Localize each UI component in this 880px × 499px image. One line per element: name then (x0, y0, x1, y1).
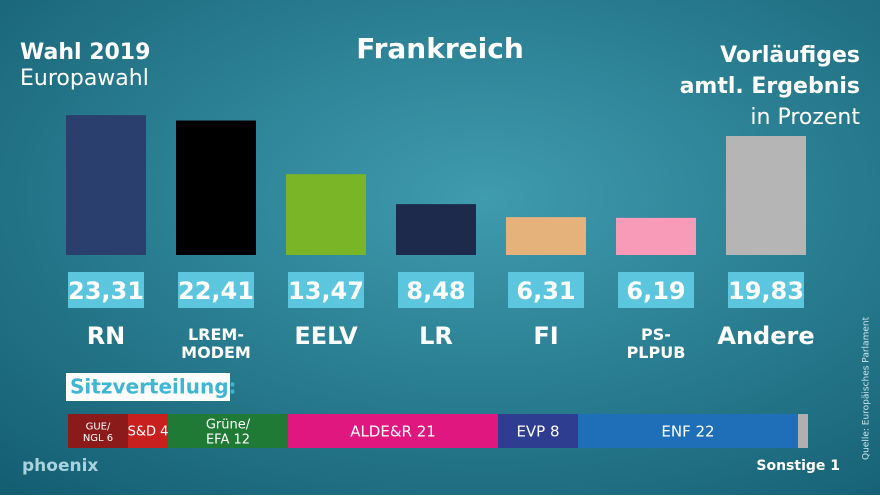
subtitle: Europawahl (20, 66, 149, 91)
seat-label: GUE/NGL 6 (83, 421, 113, 444)
value-label: 6,19 (626, 277, 685, 305)
category-label: Andere (717, 322, 814, 350)
bar (506, 217, 586, 255)
seat-label: ALDE&R 21 (350, 423, 436, 441)
seat-label: ENF 22 (661, 423, 714, 441)
seat-title-box (66, 373, 230, 401)
status: Vorläufiges (720, 43, 860, 68)
seat-segment (798, 414, 808, 448)
value-box (398, 272, 474, 308)
value-box (68, 272, 144, 308)
seat-label: EVP 8 (516, 423, 559, 441)
value-label: 13,47 (288, 277, 364, 305)
category-label: LREM-MODEM (181, 324, 251, 361)
source: Quelle: Europäisches Parlament (862, 316, 872, 460)
value-box (178, 272, 254, 308)
bar (286, 174, 366, 255)
seat-segment (498, 414, 578, 448)
value-label: 6,31 (516, 277, 575, 305)
seat-segment (288, 414, 498, 448)
category-label: LR (419, 322, 453, 350)
seat-segment (578, 414, 798, 448)
status: amtl. Ergebnis (680, 74, 860, 99)
category-label: RN (87, 322, 126, 350)
seat-label: Grüne/EFA 12 (206, 417, 251, 447)
seat-title: Sitzverteilung: (70, 375, 237, 399)
bar (726, 136, 806, 255)
seat-label: Sonstige 1 (756, 458, 840, 474)
bar (396, 204, 476, 255)
value-label: 8,48 (406, 277, 465, 305)
value-label: 23,31 (68, 277, 144, 305)
value-label: 22,41 (178, 277, 254, 305)
bar (176, 120, 256, 255)
election: Wahl 2019 (20, 40, 150, 65)
value-box (508, 272, 584, 308)
seat-segment (168, 414, 288, 448)
value-label: 19,83 (728, 277, 804, 305)
category-label: PS-PLPUB (627, 324, 686, 361)
seat-segment (68, 414, 128, 448)
country: Frankreich (356, 32, 524, 65)
bar (616, 217, 696, 255)
unit: in Prozent (750, 105, 860, 130)
value-box (288, 272, 364, 308)
category-label: EELV (294, 322, 358, 350)
category-label: FI (533, 322, 558, 350)
seat-label: S&D 4 (128, 425, 169, 440)
seat-segment (128, 414, 168, 448)
brand: phoenix (22, 456, 98, 476)
value-box (618, 272, 694, 308)
bar (66, 115, 146, 255)
value-box (728, 272, 804, 308)
